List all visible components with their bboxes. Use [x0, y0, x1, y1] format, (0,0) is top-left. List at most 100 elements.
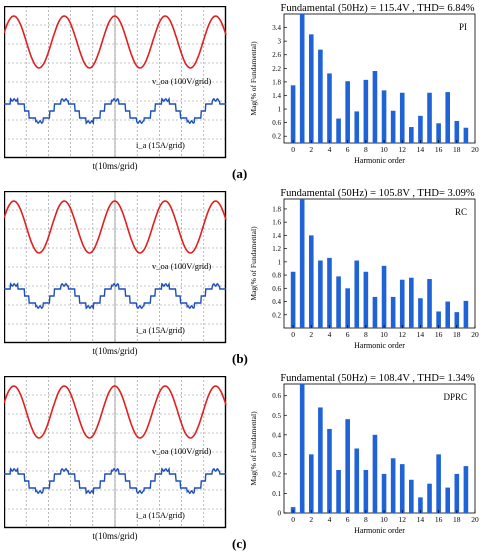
y-tick-label: 1.6 — [272, 219, 281, 227]
x-tick-label: 6 — [346, 330, 350, 339]
x-tick-label: 18 — [453, 330, 461, 339]
subfigure-label: (b) — [232, 351, 248, 366]
x-tick-label: 16 — [435, 145, 443, 154]
harmonic-bar — [327, 428, 332, 513]
harmonic-bar — [409, 479, 414, 513]
current-trace — [4, 466, 226, 496]
harmonic-bar — [363, 470, 369, 513]
harmonic-bar — [308, 34, 314, 143]
harmonic-bar — [381, 265, 387, 328]
y-tick-label: 1.8 — [272, 205, 281, 213]
harmonic-bar — [436, 123, 441, 143]
harmonic-spectrum-chart: Fundamental (50Hz) = 115.4V , THD= 6.84%… — [249, 3, 479, 165]
harmonic-bar — [454, 473, 460, 513]
y-tick-label: 0.4 — [272, 298, 281, 306]
harmonic-bar — [399, 92, 405, 143]
harmonic-bar — [336, 118, 341, 143]
x-tick-label: 8 — [364, 515, 368, 524]
x-tick-label: 10 — [380, 330, 388, 339]
harmonic-bar — [454, 312, 460, 328]
x-tick-label: 6 — [346, 515, 350, 524]
harmonic-bar — [327, 73, 332, 143]
subfigure-label: (c) — [232, 536, 247, 551]
y-tick-label: 1 — [278, 106, 282, 114]
x-tick-label: 20 — [471, 515, 479, 524]
plot-frame — [283, 383, 476, 514]
plot-frame — [283, 13, 476, 144]
x-tick-label: 20 — [471, 145, 479, 154]
harmonic-bar — [354, 448, 360, 513]
current-scale-label: i_a (15A/grid) — [136, 325, 185, 335]
harmonic-bar — [445, 301, 451, 328]
harmonic-bar — [454, 120, 460, 143]
chart-title: Fundamental (50Hz) = 108.4V , THD= 1.34% — [280, 373, 475, 384]
harmonic-bar — [345, 81, 350, 143]
harmonic-bar — [372, 296, 378, 328]
harmonic-bar — [381, 473, 387, 513]
scope-frame — [4, 376, 227, 529]
harmonic-bar — [390, 458, 396, 513]
harmonic-bar — [354, 260, 360, 328]
x-tick-label: 4 — [328, 330, 332, 339]
x-tick-label: 12 — [398, 515, 406, 524]
harmonic-bar — [390, 110, 396, 143]
harmonic-bar — [308, 454, 314, 513]
oscilloscope-view: v_oa (100V/grid) i_a (15A/grid) t(10ms/gri… — [4, 191, 227, 356]
y-tick-label: 2.2 — [272, 65, 281, 73]
y-tick-label: 1.4 — [272, 92, 281, 100]
x-tick-label: 0 — [291, 515, 295, 524]
voltage-scale-label: v_oa (100V/grid) — [152, 261, 211, 271]
harmonic-bar — [318, 407, 323, 513]
oscilloscope-view: v_oa (100V/grid) i_a (15A/grid) t(10ms/gri… — [4, 376, 227, 541]
harmonic-bar — [299, 199, 305, 328]
harmonic-bar — [399, 464, 405, 513]
harmonic-bar — [463, 300, 469, 328]
x-tick-label: 2 — [309, 330, 313, 339]
harmonic-bar — [409, 277, 414, 328]
controller-legend: PI — [459, 22, 467, 32]
harmonic-bar — [399, 279, 405, 328]
harmonic-bar — [345, 288, 350, 328]
x-tick-label: 10 — [380, 515, 388, 524]
chart-title: Fundamental (50Hz) = 105.8V , THD= 3.09% — [280, 188, 475, 199]
harmonic-bar — [336, 276, 341, 328]
x-tick-label: 14 — [417, 330, 425, 339]
current-trace — [4, 281, 226, 311]
harmonic-spectrum-chart: Fundamental (50Hz) = 108.4V , THD= 1.34%… — [249, 373, 479, 535]
x-tick-label: 4 — [328, 515, 332, 524]
x-axis-label: Harmonic order — [354, 526, 405, 535]
figure-panel: v_oa (100V/grid) i_a (15A/grid) t(10ms/gri… — [0, 370, 482, 551]
harmonic-bar — [363, 79, 369, 143]
y-tick-label: 0.6 — [272, 285, 281, 293]
harmonic-bar — [427, 279, 432, 328]
y-axis-label: Mag(% of Fundamental) — [249, 226, 258, 301]
y-tick-label: 3 — [278, 38, 282, 46]
x-tick-label: 8 — [364, 330, 368, 339]
y-tick-label: 0.3 — [272, 451, 281, 459]
y-tick-label: 0.6 — [272, 119, 281, 127]
x-tick-label: 14 — [417, 145, 425, 154]
x-tick-label: 16 — [435, 515, 443, 524]
y-tick-label: 0.8 — [272, 272, 281, 280]
harmonic-bar — [363, 271, 369, 328]
harmonic-bar — [354, 111, 360, 143]
harmonic-bar — [427, 92, 432, 143]
harmonic-bar — [318, 260, 323, 328]
y-tick-label: 0.4 — [272, 431, 281, 439]
x-axis-label: Harmonic order — [354, 156, 405, 165]
subfigure-label: (a) — [232, 166, 248, 181]
harmonic-bar — [299, 14, 305, 143]
scope-frame — [4, 191, 227, 344]
scope-grid — [4, 191, 226, 343]
harmonic-bar — [445, 487, 451, 513]
y-axis-label: Mag(% of Fundamental) — [249, 41, 258, 116]
y-tick-label: 0.1 — [272, 490, 281, 498]
harmonic-bar — [290, 271, 296, 328]
oscilloscope-view: v_oa (100V/grid) i_a (15A/grid) t(10ms/gri… — [4, 6, 227, 171]
harmonic-bar — [381, 90, 387, 143]
x-tick-label: 14 — [417, 515, 425, 524]
voltage-trace — [4, 15, 227, 69]
harmonic-bar — [463, 127, 469, 143]
harmonic-bar — [299, 384, 305, 513]
y-tick-label: 3.4 — [272, 24, 281, 32]
